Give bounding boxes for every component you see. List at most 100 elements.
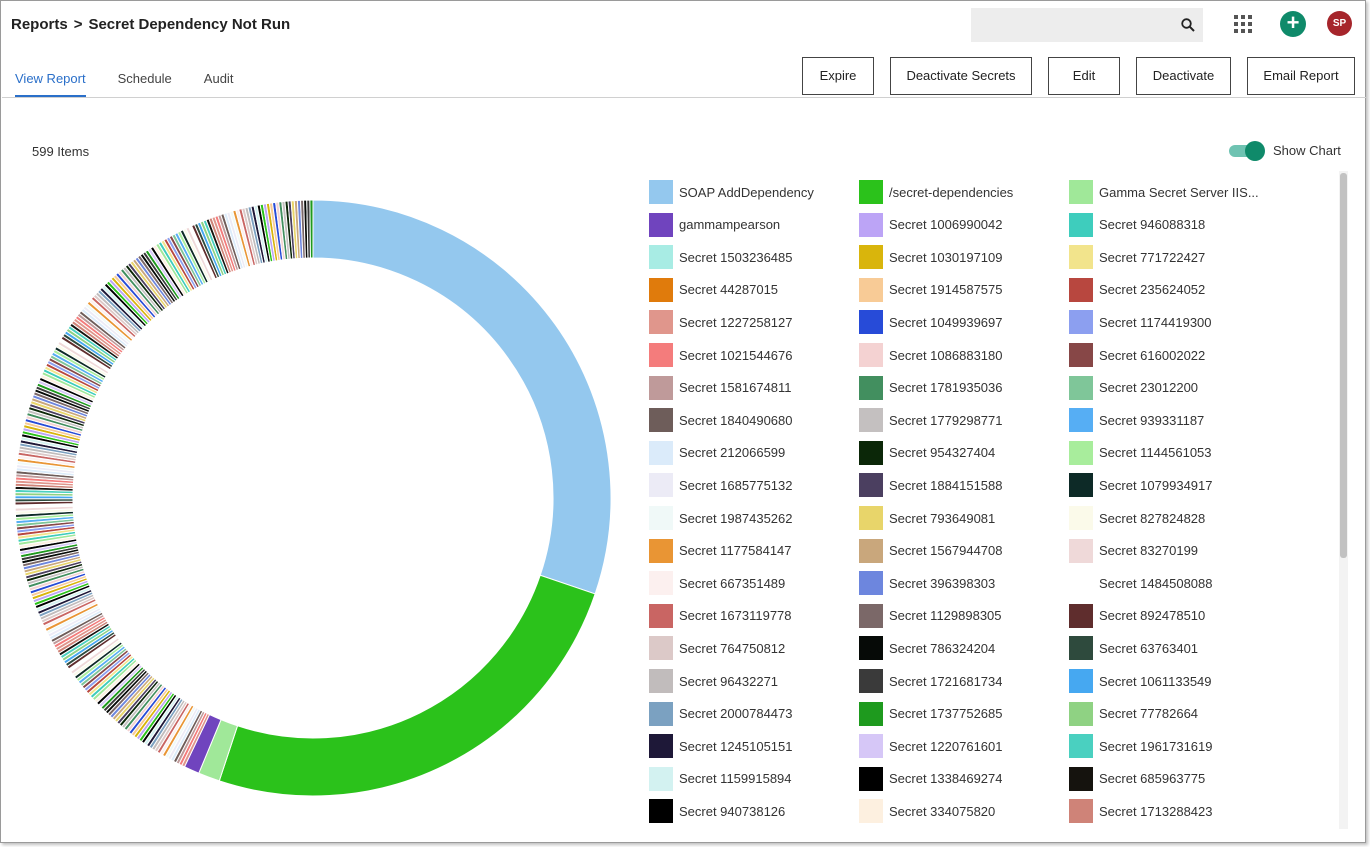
legend-label: Secret 1484508088 (1099, 575, 1213, 591)
legend-item[interactable]: /secret-dependencies (859, 180, 1069, 204)
legend-item[interactable]: Secret 1129898305 (859, 603, 1069, 628)
legend-item[interactable]: Secret 63763401 (1069, 636, 1279, 661)
breadcrumb: Reports > Secret Dependency Not Run (11, 16, 290, 33)
breadcrumb-reports-link[interactable]: Reports (11, 16, 68, 33)
legend-swatch (859, 440, 883, 465)
legend-item[interactable]: Secret 1061133549 (1069, 669, 1279, 693)
legend-item[interactable]: Secret 1079934917 (1069, 473, 1279, 498)
legend-item[interactable]: Secret 940738126 (649, 799, 859, 824)
legend-item[interactable]: Secret 616002022 (1069, 343, 1279, 367)
legend-item[interactable]: Secret 334075820 (859, 799, 1069, 824)
legend-item[interactable]: Secret 235624052 (1069, 277, 1279, 302)
deactivate-button[interactable]: Deactivate (1136, 57, 1231, 95)
avatar[interactable]: SP (1327, 11, 1352, 36)
legend-item[interactable]: Secret 1685775132 (649, 473, 859, 498)
legend-item[interactable]: Secret 23012200 (1069, 375, 1279, 400)
apps-grid-icon[interactable] (1234, 15, 1252, 33)
legend-item[interactable]: Secret 1779298771 (859, 408, 1069, 433)
legend-label: Secret 396398303 (889, 575, 996, 591)
legend-label: Secret 44287015 (679, 282, 779, 298)
legend-item[interactable]: Gamma Secret Server IIS... (1069, 180, 1279, 204)
legend-swatch (859, 701, 883, 726)
legend-swatch (1069, 408, 1093, 433)
legend-item[interactable]: Secret 1781935036 (859, 375, 1069, 400)
donut-slice[interactable] (309, 199, 314, 259)
legend-item[interactable]: SOAP AddDependency (649, 180, 859, 204)
legend-item[interactable]: Secret 1021544676 (649, 343, 859, 367)
legend-label: Secret 940738126 (679, 803, 786, 819)
email-report-button[interactable]: Email Report (1247, 57, 1355, 95)
legend-item[interactable]: Secret 1159915894 (649, 766, 859, 791)
legend-item[interactable]: Secret 892478510 (1069, 603, 1279, 628)
legend-item[interactable]: Secret 1086883180 (859, 343, 1069, 367)
legend-scrollbar-thumb[interactable] (1340, 173, 1347, 558)
legend-label: Secret 83270199 (1099, 543, 1199, 559)
deactivate-secrets-button[interactable]: Deactivate Secrets (890, 57, 1032, 95)
legend-item[interactable]: Secret 1174419300 (1069, 310, 1279, 335)
expire-button[interactable]: Expire (802, 57, 874, 95)
legend-item[interactable]: Secret 946088318 (1069, 212, 1279, 237)
legend-item[interactable]: Secret 685963775 (1069, 766, 1279, 791)
legend-item[interactable]: Secret 1144561053 (1069, 440, 1279, 465)
tab-bar: View Report Schedule Audit (1, 61, 251, 98)
legend-item[interactable]: Secret 764750812 (649, 636, 859, 661)
legend-item[interactable]: Secret 1245105151 (649, 734, 859, 759)
legend-swatch (1069, 799, 1093, 824)
tab-view-report[interactable]: View Report (15, 61, 86, 98)
legend-item[interactable]: Secret 793649081 (859, 506, 1069, 530)
legend-swatch (1069, 603, 1093, 628)
legend-item[interactable]: gammampearson (649, 212, 859, 237)
legend-item[interactable]: Secret 1914587575 (859, 277, 1069, 302)
legend-item[interactable]: Secret 667351489 (649, 571, 859, 596)
legend-item[interactable]: Secret 1713288423 (1069, 799, 1279, 824)
legend-item[interactable]: Secret 2000784473 (649, 701, 859, 726)
legend-item[interactable]: Secret 44287015 (649, 277, 859, 302)
legend-item[interactable]: Secret 786324204 (859, 636, 1069, 661)
legend-item[interactable]: Secret 396398303 (859, 571, 1069, 596)
legend-item[interactable]: Secret 1840490680 (649, 408, 859, 433)
legend-item[interactable]: Secret 1987435262 (649, 506, 859, 530)
search-input[interactable] (971, 8, 1203, 42)
legend-item[interactable]: Secret 1503236485 (649, 245, 859, 270)
legend-item[interactable]: Secret 1006990042 (859, 212, 1069, 237)
legend-item[interactable]: Secret 77782664 (1069, 701, 1279, 726)
legend-item[interactable]: Secret 1737752685 (859, 701, 1069, 726)
legend-label: Secret 764750812 (679, 640, 786, 656)
legend-item[interactable]: Secret 1567944708 (859, 538, 1069, 563)
legend-item[interactable]: Secret 1581674811 (649, 375, 859, 400)
legend-label: Secret 1021544676 (679, 347, 793, 363)
legend-item[interactable]: Secret 1227258127 (649, 310, 859, 335)
legend-swatch (859, 538, 883, 563)
legend-item[interactable]: Secret 83270199 (1069, 538, 1279, 563)
legend-scrollbar[interactable] (1339, 171, 1348, 829)
donut-slice[interactable] (218, 574, 596, 797)
tab-audit[interactable]: Audit (203, 71, 234, 86)
legend-swatch (649, 571, 673, 596)
legend-item[interactable]: Secret 1338469274 (859, 766, 1069, 791)
legend-item[interactable]: Secret 96432271 (649, 669, 859, 693)
tab-schedule[interactable]: Schedule (117, 71, 172, 86)
legend-swatch (649, 245, 673, 270)
add-button[interactable]: + (1280, 11, 1306, 37)
legend-item[interactable]: Secret 212066599 (649, 440, 859, 465)
legend-label: Secret 23012200 (1099, 380, 1199, 396)
legend-item[interactable]: Secret 1030197109 (859, 245, 1069, 270)
legend-item[interactable]: Secret 1961731619 (1069, 734, 1279, 759)
search-icon[interactable] (1181, 18, 1195, 32)
donut-slice[interactable] (312, 199, 612, 595)
legend-item[interactable]: Secret 1721681734 (859, 669, 1069, 693)
legend-item[interactable]: Secret 1673119778 (649, 603, 859, 628)
legend-item[interactable]: Secret 954327404 (859, 440, 1069, 465)
legend-item[interactable]: Secret 1484508088 (1069, 571, 1279, 596)
show-chart-toggle[interactable] (1229, 141, 1265, 161)
legend-item[interactable]: Secret 939331187 (1069, 408, 1279, 433)
legend-item[interactable]: Secret 1049939697 (859, 310, 1069, 335)
legend-swatch (859, 310, 883, 335)
edit-button[interactable]: Edit (1048, 57, 1120, 95)
legend-item[interactable]: Secret 1177584147 (649, 538, 859, 563)
legend-item[interactable]: Secret 1884151588 (859, 473, 1069, 498)
legend-label: Secret 1049939697 (889, 314, 1003, 330)
legend-item[interactable]: Secret 771722427 (1069, 245, 1279, 270)
legend-item[interactable]: Secret 827824828 (1069, 506, 1279, 530)
legend-item[interactable]: Secret 1220761601 (859, 734, 1069, 759)
